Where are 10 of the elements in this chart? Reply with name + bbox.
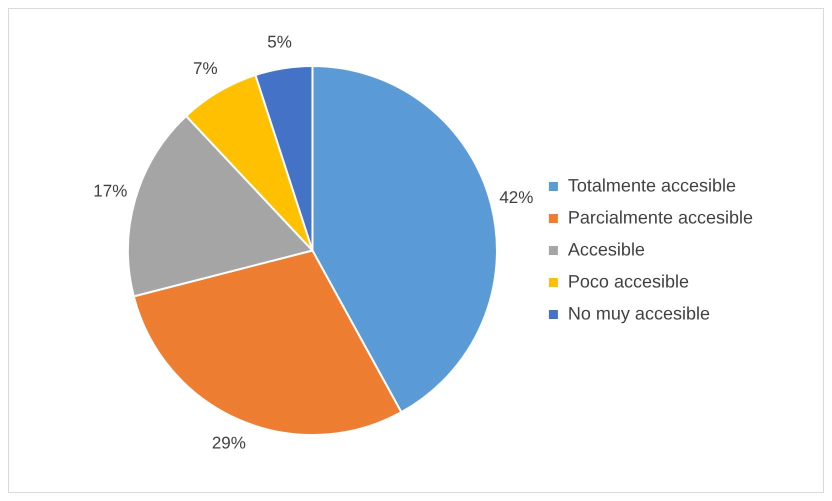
data-label: 42%: [499, 188, 534, 207]
data-label: 7%: [193, 59, 218, 78]
legend-label: Totalmente accesible: [568, 175, 736, 196]
legend-label: Poco accesible: [568, 271, 689, 292]
data-label: 17%: [93, 181, 128, 200]
data-label: 5%: [267, 32, 292, 52]
legend-label: No muy accesible: [568, 303, 710, 324]
legend-label: Accesible: [568, 239, 645, 260]
data-label: 29%: [212, 433, 246, 452]
legend-label: Parcialmente accesible: [568, 207, 754, 228]
